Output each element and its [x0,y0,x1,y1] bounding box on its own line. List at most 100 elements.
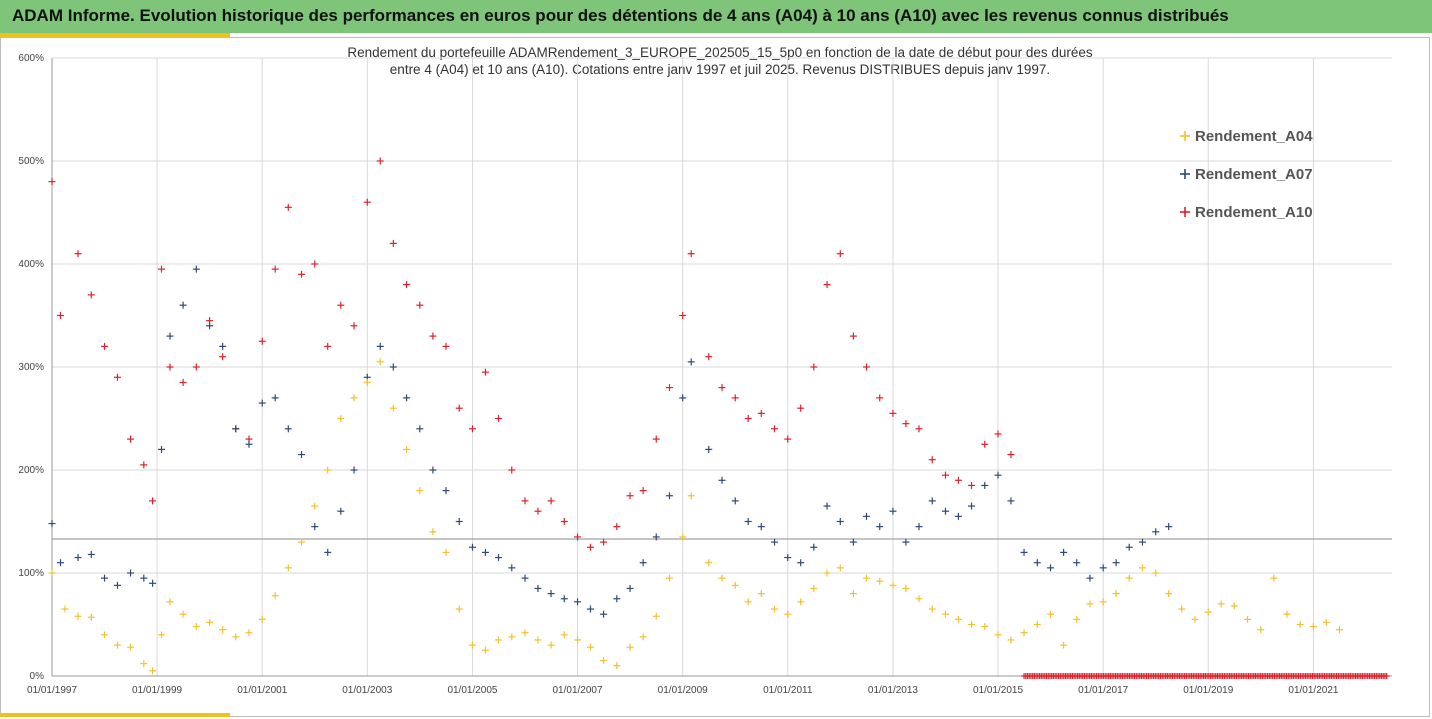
data-point-rendement-a07 [206,322,214,330]
data-point-rendement-a10 [547,497,555,505]
data-point-rendement-a07 [687,358,695,366]
data-point-rendement-a07 [245,440,253,448]
data-point-rendement-a07 [836,518,844,525]
data-point-rendement-a07 [179,301,187,309]
data-point-rendement-a10 [350,322,358,330]
data-point-rendement-a07 [954,512,962,520]
data-point-rendement-a04 [687,492,695,500]
data-point-rendement-a04 [771,605,779,613]
y-tick-label: 100% [18,568,44,579]
data-point-rendement-a04 [1125,574,1133,582]
data-point-rendement-a10 [626,492,634,500]
data-point-rendement-a07 [1138,538,1146,546]
data-point-rendement-a07 [1033,559,1041,567]
data-point-rendement-a10-zero [1383,673,1390,679]
data-point-rendement-a04 [179,610,187,618]
data-point-rendement-a07 [324,548,332,556]
data-point-rendement-a04 [1217,600,1225,608]
data-point-rendement-a07 [1152,528,1160,536]
axes: 0% 100% 200% 300% 400% 500% 600% 01/01/1997 01/0… [18,53,1392,696]
data-point-rendement-a10 [771,425,779,433]
data-point-rendement-a10 [784,435,792,443]
data-point-rendement-a04 [481,646,489,654]
data-point-rendement-a07 [731,497,739,505]
data-point-rendement-a07 [113,581,121,589]
data-point-rendement-a07 [403,394,411,402]
data-point-rendement-a10 [797,404,805,412]
data-point-rendement-a10 [166,363,174,371]
data-point-rendement-a04 [87,613,95,621]
data-point-rendement-a07 [600,610,608,618]
data-point-rendement-a10 [705,353,713,361]
data-point-rendement-a10 [744,415,752,422]
data-point-rendement-a07 [1112,559,1120,567]
data-point-rendement-a10 [324,342,332,350]
data-point-rendement-a07 [429,466,437,474]
data-point-rendement-a07 [166,332,174,340]
data-point-rendement-a04 [626,643,634,651]
data-point-rendement-a04 [1099,598,1107,606]
data-point-rendement-a04 [902,584,910,592]
data-point-rendement-a07 [495,554,503,562]
data-point-rendement-a10 [902,420,910,428]
data-point-rendement-a04 [337,415,345,422]
data-point-rendement-a04 [744,598,752,606]
data-point-rendement-a04 [547,641,555,649]
x-tick-label: 01/01/2019 [1183,685,1233,696]
data-point-rendement-a10 [687,250,695,258]
data-point-rendement-a07 [101,574,109,582]
data-point-rendement-a04 [468,641,476,649]
data-point-rendement-a04 [258,615,266,623]
data-point-rendement-a07 [192,265,200,273]
data-point-rendement-a07 [56,559,64,567]
data-point-rendement-a04 [429,528,437,536]
data-point-rendement-a04 [534,636,542,644]
data-point-rendement-a10 [981,440,989,448]
data-point-rendement-a04 [560,631,568,639]
y-tick-label: 500% [18,156,44,167]
data-point-rendement-a04 [941,610,949,618]
data-point-rendement-a04 [389,404,397,412]
data-point-rendement-a07 [127,569,135,577]
data-point-rendement-a04 [849,590,857,598]
data-point-rendement-a04 [613,662,621,670]
data-point-rendement-a04 [823,569,831,577]
plus-marker-icon [1180,169,1190,179]
data-point-rendement-a04 [192,623,200,631]
data-point-rendement-a10 [179,378,187,386]
data-point-rendement-a10 [495,415,503,422]
data-point-rendement-a04 [731,581,739,589]
data-point-rendement-a04 [1165,590,1173,598]
data-point-rendement-a04 [639,633,647,641]
data-point-rendement-a04 [298,538,306,546]
data-point-rendement-a07 [1165,523,1173,531]
data-point-rendement-a04 [679,533,687,541]
data-point-rendement-a07 [574,598,582,606]
data-point-rendement-a07 [586,605,594,613]
data-point-rendement-a10 [337,301,345,309]
data-point-rendement-a04 [1060,641,1068,649]
data-point-rendement-a07 [350,466,358,474]
data-point-rendement-a10 [481,368,489,376]
data-point-rendement-a10 [376,157,384,165]
data-point-rendement-a04 [442,548,450,556]
data-point-rendement-a04 [862,574,870,582]
data-point-rendement-a04 [1020,629,1028,637]
data-point-rendement-a10 [158,265,166,273]
data-point-rendement-a04 [1007,636,1015,644]
data-point-rendement-a04 [705,559,713,567]
data-point-rendement-a04 [718,574,726,582]
x-tick-label: 01/01/2013 [868,685,918,696]
data-point-rendement-a04 [74,612,82,620]
data-point-rendement-a07 [87,550,95,558]
data-point-rendement-a10 [113,373,121,381]
data-point-rendement-a04 [1244,615,1252,623]
data-point-rendement-a10 [941,471,949,479]
data-point-rendement-a07 [994,471,1002,479]
data-point-rendement-a10 [219,353,227,361]
data-point-rendement-a07 [613,595,621,603]
chart-subtitle-line-1: Rendement du portefeuille ADAMRendement_… [347,45,1093,60]
data-point-rendement-a04 [954,615,962,623]
data-point-rendement-a04 [206,618,214,626]
